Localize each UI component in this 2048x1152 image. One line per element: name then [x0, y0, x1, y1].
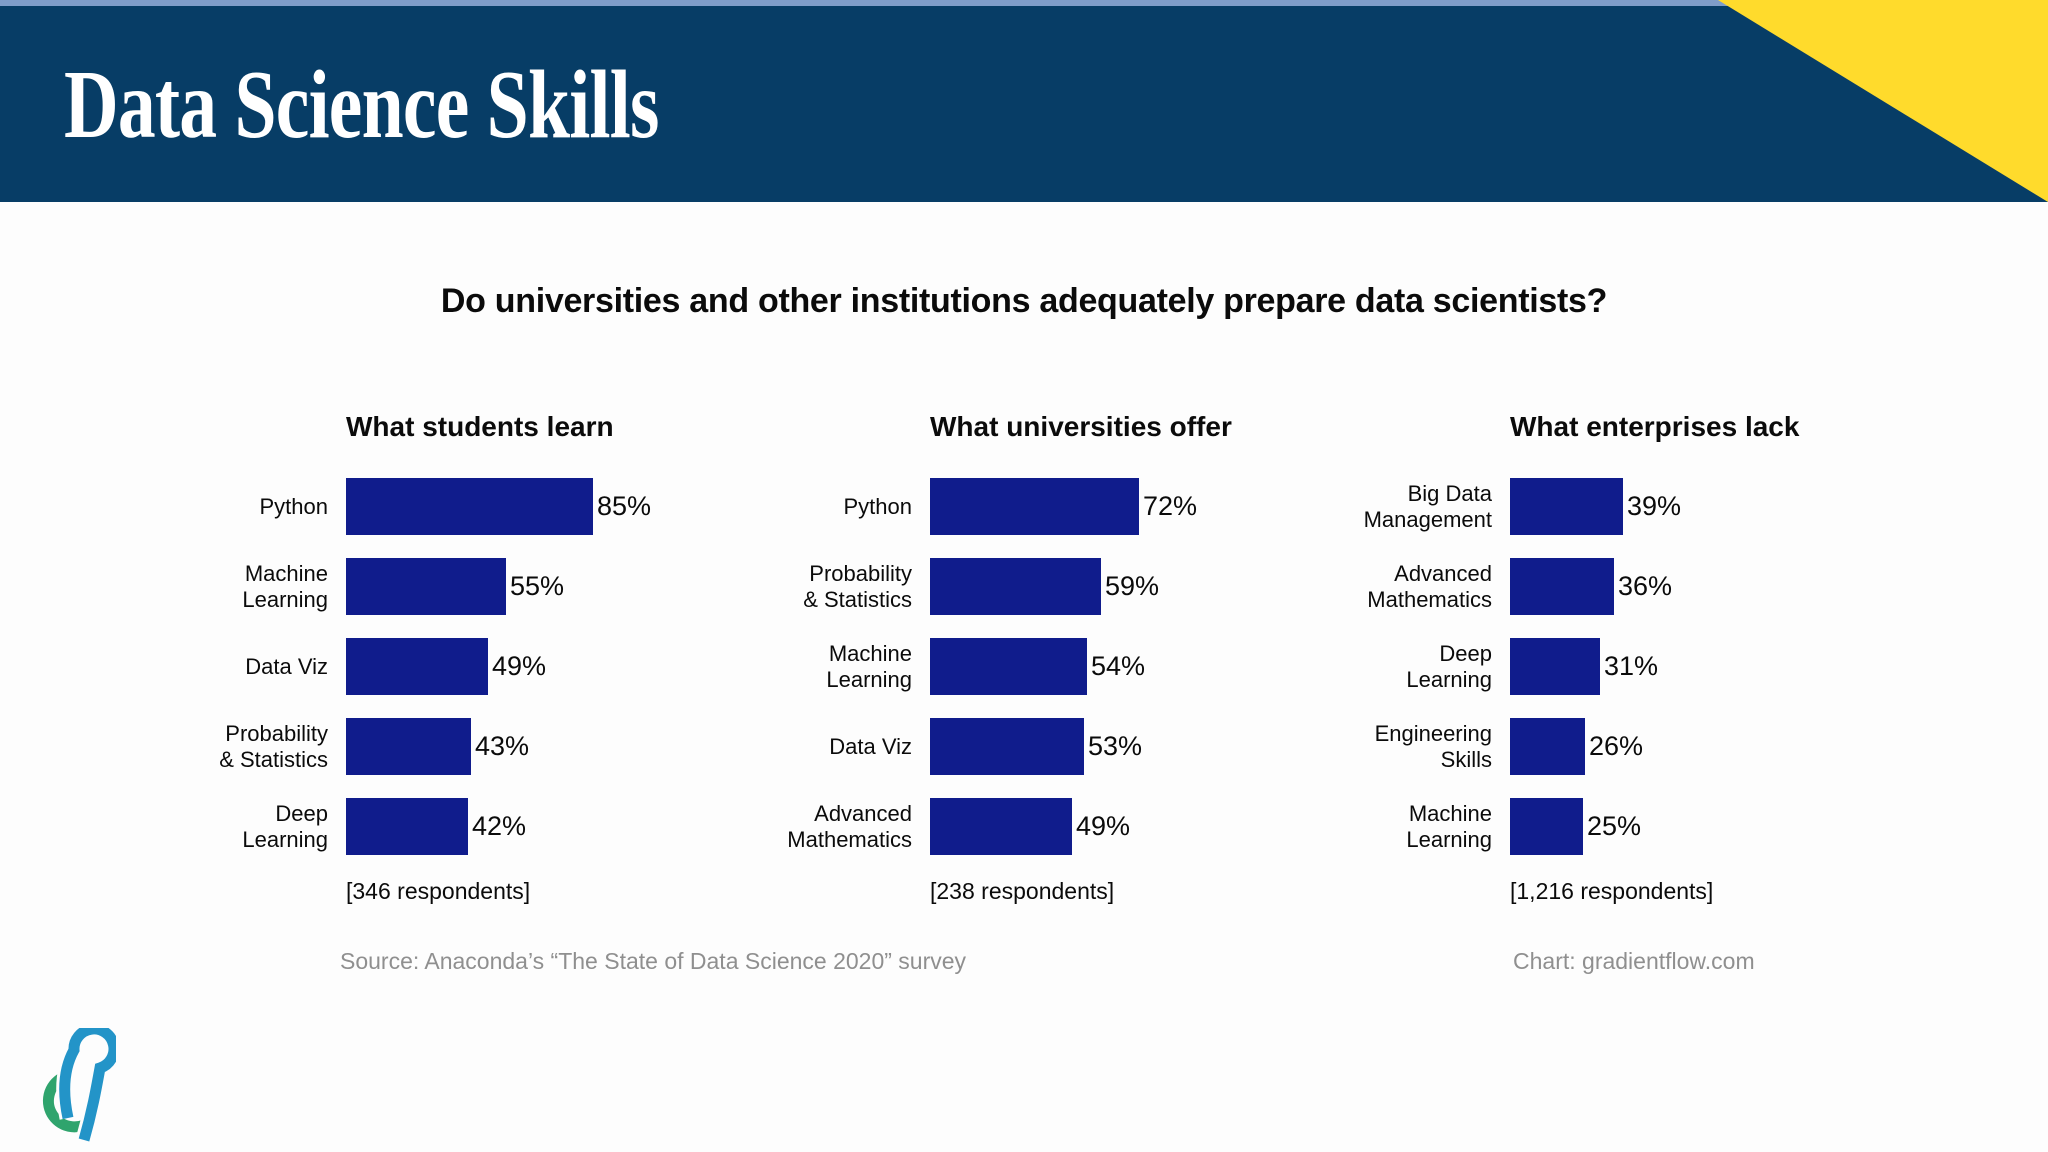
header-band: Data Science Skills	[0, 6, 2048, 202]
bar-value-label: 85%	[597, 491, 652, 521]
bar	[930, 718, 1084, 775]
bar	[930, 638, 1087, 695]
bar	[346, 478, 593, 535]
bar-track: 25%	[1510, 798, 1641, 855]
category-label: Python	[843, 493, 913, 519]
bar-value-label: 43%	[475, 731, 530, 761]
bar	[930, 558, 1101, 615]
bar	[346, 718, 471, 775]
bar-row: Machine Learning 25%	[1330, 798, 1890, 855]
bar-track: 26%	[1510, 718, 1643, 775]
bar-track: 49%	[346, 638, 546, 695]
bar-track: 36%	[1510, 558, 1672, 615]
chart-what-enterprises-lack: What enterprises lack Big Data Managemen…	[1330, 410, 1890, 905]
bar-value-label: 39%	[1627, 491, 1682, 521]
bar	[346, 558, 506, 615]
chart-title: What enterprises lack	[1510, 411, 1800, 442]
bar-value-label: 49%	[492, 651, 547, 681]
bar-value-label: 49%	[1076, 811, 1131, 841]
bar-value-label: 31%	[1604, 651, 1659, 681]
bar-row: Python 72%	[750, 478, 1310, 535]
page-title: Data Science Skills	[63, 50, 659, 158]
chart-title: What students learn	[346, 411, 614, 442]
bar	[930, 798, 1072, 855]
respondents-note: [346 respondents]	[346, 878, 531, 904]
bar	[346, 798, 468, 855]
bar-value-label: 25%	[1587, 811, 1642, 841]
category-label: Advanced Mathematics	[1367, 560, 1492, 612]
gradientflow-logo	[42, 1028, 116, 1143]
question-title: Do universities and other institutions a…	[440, 282, 1608, 320]
category-label: Data Viz	[245, 653, 328, 679]
bar-row: Probability & Statistics 59%	[750, 558, 1310, 615]
bar-row: Data Viz 49%	[166, 638, 726, 695]
category-label: Engineering Skills	[1374, 720, 1492, 772]
bar-value-label: 54%	[1091, 651, 1146, 681]
category-label: Machine Learning	[242, 560, 328, 612]
category-label: Python	[259, 493, 329, 519]
category-label: Machine Learning	[826, 640, 912, 692]
respondents-note: [1,216 respondents]	[1510, 878, 1714, 904]
bar-track: 55%	[346, 558, 564, 615]
bar	[1510, 718, 1585, 775]
bar-row: Machine Learning 55%	[166, 558, 726, 615]
bar	[1510, 558, 1614, 615]
bar-value-label: 42%	[472, 811, 527, 841]
top-strip	[0, 0, 2048, 6]
bar-row: Big Data Management 39%	[1330, 478, 1890, 535]
bar-track: 43%	[346, 718, 529, 775]
bar-value-label: 26%	[1589, 731, 1644, 761]
bar	[1510, 478, 1623, 535]
bar-rows: Python 85% Machine Learning 55% Data Viz 49% P…	[166, 478, 726, 855]
category-label: Advanced Mathematics	[787, 800, 912, 852]
respondents-note: [238 respondents]	[930, 878, 1115, 904]
bar-track: 49%	[930, 798, 1130, 855]
bar-track: 54%	[930, 638, 1145, 695]
bar-track: 53%	[930, 718, 1142, 775]
bar-row: Advanced Mathematics 36%	[1330, 558, 1890, 615]
chart-what-universities-offer: What universities offer Python 72% Probabi…	[750, 410, 1310, 905]
bar-row: Deep Learning 42%	[166, 798, 726, 855]
category-label: Probability & Statistics	[219, 720, 328, 772]
chart-credit: Chart: gradientflow.com	[1513, 948, 1755, 974]
bar-track: 39%	[1510, 478, 1681, 535]
logo-blue-loop	[59, 1028, 116, 1142]
chart-title: What universities offer	[930, 411, 1232, 442]
bar-rows: Python 72% Probability & Statistics 59% Mach…	[750, 478, 1310, 855]
category-label: Machine Learning	[1406, 800, 1492, 852]
bar-value-label: 72%	[1143, 491, 1198, 521]
bar-row: Data Viz 53%	[750, 718, 1310, 775]
bar	[1510, 798, 1583, 855]
bar-rows: Big Data Management 39% Advanced Mathemati…	[1330, 478, 1890, 855]
bar-track: 85%	[346, 478, 651, 535]
category-label: Deep Learning	[1406, 640, 1492, 692]
category-label: Data Viz	[829, 733, 912, 759]
source-note: Source: Anaconda’s “The State of Data Sc…	[340, 948, 967, 974]
bar-row: Probability & Statistics 43%	[166, 718, 726, 775]
category-label: Probability & Statistics	[803, 560, 912, 612]
bar-track: 42%	[346, 798, 526, 855]
bar-value-label: 53%	[1088, 731, 1143, 761]
bar-row: Python 85%	[166, 478, 726, 535]
bar	[346, 638, 488, 695]
bar-track: 72%	[930, 478, 1197, 535]
bar-value-label: 55%	[510, 571, 565, 601]
category-label: Big Data Management	[1363, 480, 1492, 532]
bar-track: 31%	[1510, 638, 1658, 695]
chart-what-students-learn: What students learn Python 85% Machine Lea…	[166, 410, 726, 905]
bar-value-label: 59%	[1105, 571, 1160, 601]
category-label: Deep Learning	[242, 800, 328, 852]
bar-value-label: 36%	[1618, 571, 1673, 601]
bar	[1510, 638, 1600, 695]
bar	[930, 478, 1139, 535]
bar-track: 59%	[930, 558, 1159, 615]
bar-row: Advanced Mathematics 49%	[750, 798, 1310, 855]
bar-row: Engineering Skills 26%	[1330, 718, 1890, 775]
bar-row: Machine Learning 54%	[750, 638, 1310, 695]
bar-row: Deep Learning 31%	[1330, 638, 1890, 695]
